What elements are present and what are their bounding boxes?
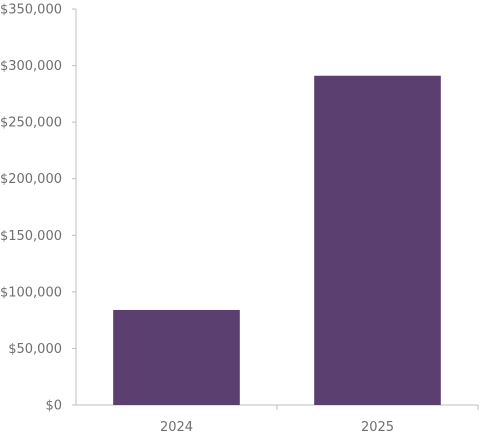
y-tick-label: $250,000 bbox=[0, 116, 62, 131]
y-tick-label: $150,000 bbox=[0, 229, 62, 244]
x-tick-label: 2025 bbox=[361, 420, 394, 435]
y-tick-label: $50,000 bbox=[8, 342, 62, 357]
y-tick-label: $100,000 bbox=[0, 285, 62, 300]
y-tick-label: $0 bbox=[45, 399, 62, 414]
bars bbox=[113, 75, 441, 406]
bar-2025 bbox=[314, 75, 441, 406]
y-axis: $0 $50,000 $100,000 $150,000 $200,000 $250,00… bbox=[0, 3, 77, 414]
y-tick-label: $300,000 bbox=[0, 59, 62, 74]
y-tick-label: $200,000 bbox=[0, 172, 62, 187]
x-tick-label: 2024 bbox=[160, 420, 193, 435]
y-tick-label: $350,000 bbox=[0, 3, 62, 18]
bar-2024 bbox=[113, 309, 240, 405]
x-axis: 2024 2025 bbox=[76, 404, 479, 435]
